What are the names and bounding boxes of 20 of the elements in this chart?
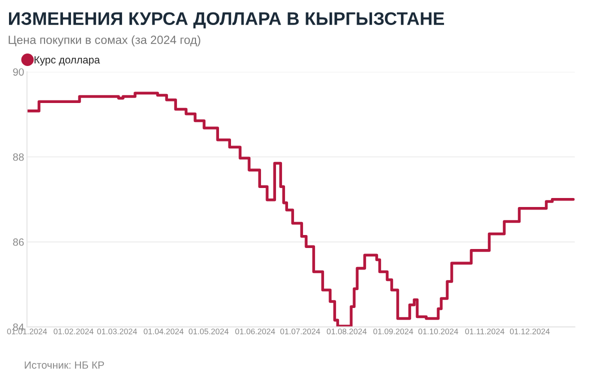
text: Источник: НБ КР xyxy=(24,361,104,369)
x-tick-label: 01.09.2024 xyxy=(373,328,414,334)
x-tick-label: 01.06.2024 xyxy=(235,328,276,334)
x-tick-label: 01.01.2024 xyxy=(7,328,47,334)
chart-subtitle: Цена покупки в сомах (за 2024 год) xyxy=(8,35,200,46)
y-tick-label: 90 xyxy=(13,68,24,76)
x-tick-label: 01.04.2024 xyxy=(144,328,184,334)
x-tick-label: 01.08.2024 xyxy=(326,328,367,334)
y-tick-label: 86 xyxy=(13,238,24,246)
x-tick-label: 01.12.2024 xyxy=(510,328,550,334)
x-tick-label: 01.11.2024 xyxy=(465,328,504,334)
x-tick-label: 01.07.2024 xyxy=(280,328,320,334)
y-tick-label: 84 xyxy=(13,323,24,331)
x-tick-label: 01.02.2024 xyxy=(54,328,94,334)
y-tick-label: 88 xyxy=(13,153,24,161)
x-tick-label: 01.10.2024 xyxy=(418,328,458,334)
legend-label: Курс доллара xyxy=(34,56,100,66)
x-tick-label: 01.05.2024 xyxy=(188,328,229,334)
x-tick-label: 01.03.2024 xyxy=(97,328,137,334)
chart-title: ИЗМЕНЕНИЯ КУРСА ДОЛЛАРА В КЫРГЫЗСТАНЕ xyxy=(9,12,444,28)
